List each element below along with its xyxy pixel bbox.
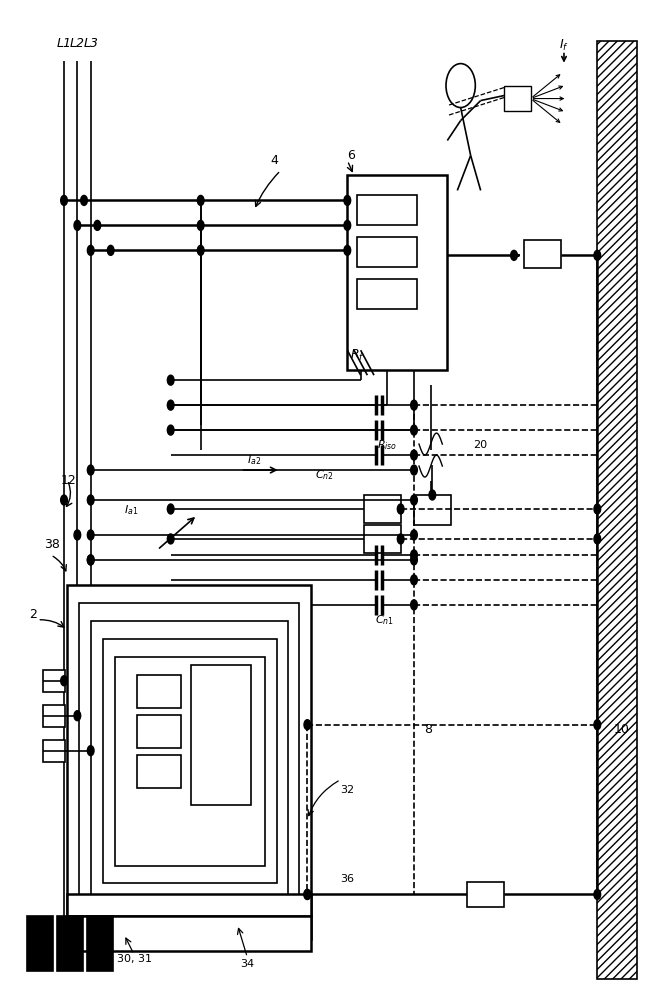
Bar bbox=[364, 525, 401, 553]
Bar bbox=[190, 665, 250, 805]
Circle shape bbox=[197, 245, 204, 255]
Circle shape bbox=[61, 195, 67, 205]
Circle shape bbox=[168, 400, 174, 410]
Text: 4: 4 bbox=[270, 154, 278, 167]
Circle shape bbox=[411, 465, 418, 475]
Circle shape bbox=[304, 889, 311, 899]
Circle shape bbox=[74, 220, 81, 230]
Circle shape bbox=[61, 495, 67, 505]
Bar bbox=[504, 86, 530, 111]
Text: 32: 32 bbox=[340, 785, 355, 795]
Circle shape bbox=[397, 534, 404, 544]
Bar bbox=[138, 675, 180, 708]
Bar bbox=[524, 240, 560, 268]
Circle shape bbox=[411, 575, 418, 585]
Circle shape bbox=[429, 490, 436, 500]
Text: L2: L2 bbox=[70, 37, 85, 50]
Circle shape bbox=[94, 220, 101, 230]
Text: $C_{n1}$: $C_{n1}$ bbox=[375, 613, 393, 627]
Bar bbox=[414, 495, 451, 525]
Bar bbox=[357, 237, 418, 267]
Circle shape bbox=[197, 195, 204, 205]
Circle shape bbox=[168, 425, 174, 435]
Circle shape bbox=[397, 504, 404, 514]
Bar bbox=[57, 916, 83, 971]
Circle shape bbox=[108, 245, 114, 255]
Bar bbox=[67, 894, 311, 916]
Circle shape bbox=[594, 720, 601, 730]
Circle shape bbox=[88, 495, 94, 505]
Circle shape bbox=[594, 889, 601, 899]
Circle shape bbox=[88, 555, 94, 565]
Text: $I_{a2}$: $I_{a2}$ bbox=[247, 453, 262, 467]
Bar bbox=[79, 603, 299, 917]
Bar bbox=[27, 916, 53, 971]
Bar bbox=[67, 585, 311, 939]
Text: $I_f$: $I_f$ bbox=[559, 38, 569, 53]
Circle shape bbox=[594, 504, 601, 514]
Bar bbox=[43, 705, 65, 727]
Circle shape bbox=[168, 504, 174, 514]
Bar bbox=[67, 916, 311, 951]
Text: 34: 34 bbox=[240, 959, 255, 969]
Bar bbox=[364, 495, 401, 523]
Bar bbox=[357, 279, 418, 309]
Bar bbox=[357, 195, 418, 225]
Circle shape bbox=[304, 889, 311, 899]
Text: $R_{iso}$: $R_{iso}$ bbox=[377, 438, 397, 452]
Circle shape bbox=[61, 676, 67, 686]
Bar bbox=[88, 916, 113, 971]
Circle shape bbox=[411, 555, 418, 565]
Circle shape bbox=[594, 534, 601, 544]
Circle shape bbox=[168, 375, 174, 385]
Circle shape bbox=[81, 195, 88, 205]
Bar bbox=[43, 740, 65, 762]
Circle shape bbox=[594, 250, 601, 260]
Text: 6: 6 bbox=[347, 149, 355, 162]
Text: L3: L3 bbox=[84, 37, 98, 50]
Circle shape bbox=[411, 550, 418, 560]
Text: 12: 12 bbox=[61, 474, 76, 487]
Circle shape bbox=[304, 720, 311, 730]
Circle shape bbox=[168, 534, 174, 544]
Bar bbox=[347, 175, 448, 370]
Text: 2: 2 bbox=[29, 608, 37, 621]
Bar bbox=[116, 657, 265, 866]
Circle shape bbox=[411, 600, 418, 610]
Text: 8: 8 bbox=[424, 723, 432, 736]
Text: 30, 31: 30, 31 bbox=[116, 954, 152, 964]
Circle shape bbox=[344, 220, 351, 230]
Circle shape bbox=[74, 530, 81, 540]
Text: L1: L1 bbox=[57, 37, 71, 50]
Circle shape bbox=[344, 245, 351, 255]
Bar bbox=[597, 41, 637, 979]
Circle shape bbox=[74, 711, 81, 721]
Bar bbox=[468, 882, 504, 907]
Circle shape bbox=[88, 530, 94, 540]
Text: 10: 10 bbox=[614, 723, 630, 736]
Circle shape bbox=[88, 746, 94, 756]
Bar bbox=[138, 755, 180, 788]
Circle shape bbox=[411, 495, 418, 505]
Circle shape bbox=[197, 220, 204, 230]
Circle shape bbox=[411, 450, 418, 460]
Text: 36: 36 bbox=[340, 874, 354, 884]
Bar bbox=[43, 670, 65, 692]
Text: $R_f$: $R_f$ bbox=[350, 348, 365, 363]
Circle shape bbox=[411, 530, 418, 540]
Circle shape bbox=[411, 400, 418, 410]
Circle shape bbox=[88, 465, 94, 475]
Bar bbox=[138, 715, 180, 748]
Text: $C_{n2}$: $C_{n2}$ bbox=[315, 468, 333, 482]
Bar bbox=[92, 621, 288, 900]
Text: $I_{a1}$: $I_{a1}$ bbox=[124, 503, 138, 517]
Circle shape bbox=[88, 555, 94, 565]
Bar bbox=[104, 639, 277, 883]
Circle shape bbox=[510, 250, 517, 260]
Circle shape bbox=[344, 195, 351, 205]
Circle shape bbox=[88, 245, 94, 255]
Circle shape bbox=[411, 425, 418, 435]
Text: 38: 38 bbox=[44, 538, 60, 551]
Text: 20: 20 bbox=[474, 440, 488, 450]
